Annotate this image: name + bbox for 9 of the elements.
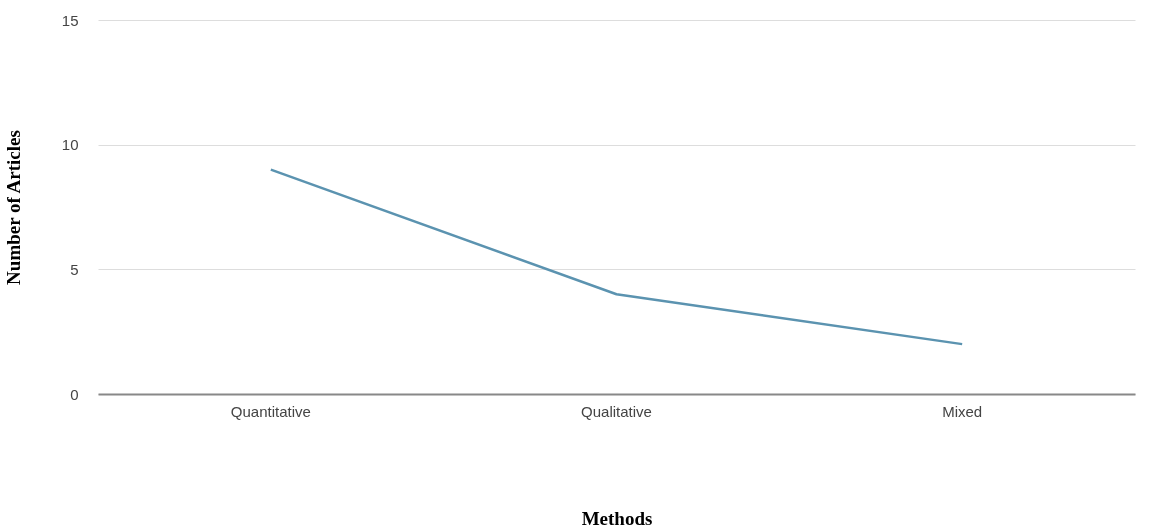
y-tick-label: 5	[70, 260, 79, 278]
x-axis-title: Methods	[581, 507, 653, 526]
x-tick-label: Mixed	[942, 402, 983, 420]
x-tick-label: Quantitative	[230, 402, 311, 420]
x-tick-label: Qualitative	[581, 402, 652, 420]
y-tick-label: 10	[61, 136, 79, 154]
y-tick-label: 0	[70, 385, 79, 403]
y-tick-label: 15	[61, 11, 79, 29]
y-axis-title: Number of Articles	[2, 130, 24, 285]
